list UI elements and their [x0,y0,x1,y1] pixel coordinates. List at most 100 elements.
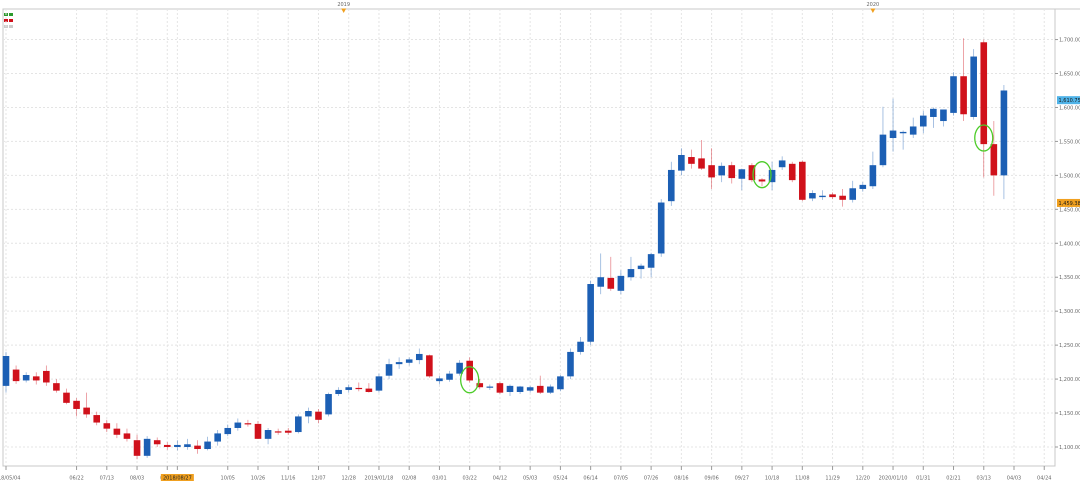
candle-body [204,442,211,449]
y-tick-label: 1,350.00 [1059,275,1080,281]
candle-body [416,354,423,360]
y-tick-label: 1,400.00 [1059,241,1080,247]
candle-body [930,109,937,117]
candle-body [144,439,151,456]
candle-body [487,387,494,388]
legend-swatch [9,19,13,22]
x-tick-label: 05/03 [523,476,537,482]
candle-body [829,194,836,197]
candle-body [315,412,322,420]
candle-body [164,445,171,447]
candle-body [305,411,312,416]
candle-body [73,401,80,409]
x-tick-label: 10/26 [251,476,265,482]
candle-body [507,386,514,392]
candle-body [567,352,574,376]
candle-body [527,387,534,390]
x-tick-label: 05/24 [553,476,567,482]
y-tick-label: 1,250.00 [1059,343,1080,349]
x-tick-label: 11/29 [825,476,839,482]
candle-body [870,165,877,186]
x-tick-label: 03/13 [977,476,991,482]
candle-body [799,162,806,200]
candle-body [547,387,554,393]
candle-body [960,76,967,114]
x-tick-label: 11/08 [795,476,809,482]
candle-body [708,165,715,177]
x-tick-label: 2019/01/18 [365,476,394,482]
y-tick-label: 1,450.00 [1059,207,1080,213]
candle-body [728,165,735,178]
x-tick-label: 2018/05/04 [0,476,20,482]
candle-body [194,446,201,449]
x-tick-label: 03/22 [462,476,476,482]
candle-body [224,428,231,434]
y-tick-label: 1,700.00 [1059,38,1080,44]
x-tick-label: 10/05 [221,476,235,482]
candle-body [517,387,524,392]
candle-body [396,362,403,364]
x-tick-label: 02/21 [946,476,960,482]
candle-body [325,394,332,414]
candle-body [628,269,635,277]
candle-body [688,157,695,164]
candle-body [356,388,363,389]
candle-body [779,160,786,167]
candle-body [668,170,675,201]
candle-body [980,42,987,144]
candle-body [1001,90,1008,175]
candle-body [910,126,917,134]
legend-swatch [9,13,13,16]
x-tick-label: 04/03 [1007,476,1021,482]
candle-body [789,164,796,180]
candle-body [265,430,272,439]
candle-body [557,376,564,389]
candle-body [406,359,413,362]
candle-body [618,276,625,291]
y-tick-label: 1,300.00 [1059,309,1080,315]
x-tick-label: 11/16 [281,476,295,482]
candle-body [376,376,383,390]
candle-body [436,378,443,381]
candle-body [63,393,70,403]
candle-body [386,364,393,376]
candle-body [446,374,453,380]
candle-body [991,144,998,175]
candle-body [577,342,584,352]
candle-body [819,196,826,197]
candle-body [23,375,30,380]
candle-body [3,356,10,386]
candle-body [174,445,181,447]
year-label: 2019 [337,2,350,8]
x-tick-label: 2018/08/27 [163,476,192,482]
candle-body [860,185,867,189]
candle-body [245,423,252,424]
candle-body [285,431,292,433]
candle-body [658,203,665,254]
candle-body [537,386,544,393]
y-tick-label: 1,150.00 [1059,411,1080,417]
candle-body [426,355,433,376]
y-tick-label: 1,650.00 [1059,72,1080,78]
candle-body [83,408,90,415]
x-tick-label: 10/18 [765,476,779,482]
candle-body [739,169,746,179]
candle-body [184,444,191,447]
candle-body [839,196,846,200]
y-tick-label: 1,550.00 [1059,139,1080,145]
candle-body [597,277,604,287]
candle-body [950,76,957,113]
year-label: 2020 [867,2,880,8]
candle-body [880,135,887,166]
y-tick-label: 1,200.00 [1059,377,1080,383]
candle-body [497,383,504,393]
price-tag-label: 1,459.38 [1059,201,1080,207]
price-tag-label: 1,610.75 [1059,98,1080,104]
legend-swatch [9,25,13,28]
x-tick-label: 2020/01/10 [879,476,908,482]
candle-body [678,155,685,171]
x-tick-label: 08/03 [130,476,144,482]
